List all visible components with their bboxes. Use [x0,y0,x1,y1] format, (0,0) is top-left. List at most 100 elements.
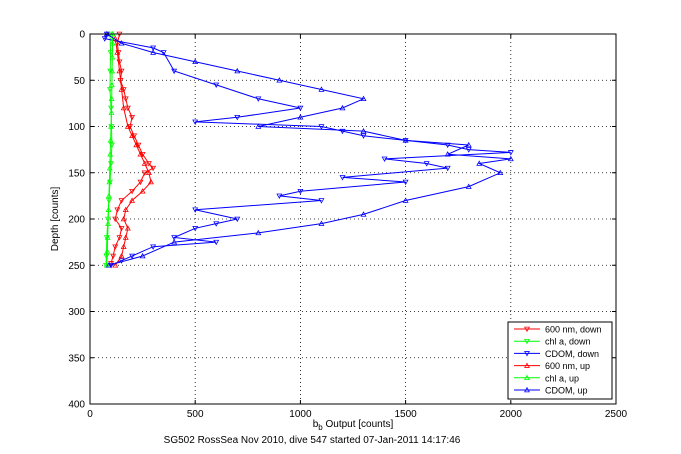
data-point [171,235,178,241]
x-tick-label: 2000 [500,409,523,420]
y-tick-label: 300 [68,307,85,318]
data-point [129,253,136,260]
data-point [122,206,129,212]
data-point [114,49,121,55]
data-point [105,262,112,268]
data-point [318,220,325,226]
data-point [124,225,131,231]
data-point [108,105,115,112]
series-line [106,33,511,266]
data-point [148,178,154,185]
data-point [145,169,152,175]
legend-label: CDOM, down [545,349,599,359]
y-tick-label: 100 [68,122,85,133]
data-point [118,86,125,92]
data-point [129,132,136,138]
series-line [103,33,511,266]
data-point [116,235,123,241]
legend-swatch-marker [524,374,530,381]
data-point [444,165,451,172]
series-line [114,38,152,266]
data-point [137,179,144,186]
data-point [318,124,325,130]
data-point [276,77,283,83]
data-point [106,178,113,185]
legend-box [507,321,613,400]
y-tick-label: 400 [68,400,85,411]
y-tick-label: 150 [68,168,85,179]
data-point [150,244,157,250]
legend-label: chl a, down [545,337,591,347]
plot-data [101,30,514,269]
x-tick-label: 0 [87,409,93,420]
x-tick-label: 1000 [289,409,312,420]
data-point [107,50,114,56]
data-point [276,193,283,199]
data-point [107,68,114,75]
data-point [139,252,146,259]
data-point [118,226,125,232]
data-point [497,169,504,175]
data-point [213,239,220,246]
data-point [444,151,451,157]
data-point [129,115,136,121]
y-axis-label: Depth [counts] [50,187,61,252]
data-point [360,133,367,139]
data-point [104,234,111,240]
legend-swatch-marker [524,338,530,345]
data-point [465,147,472,153]
data-point [107,137,114,143]
data-point [141,170,148,176]
y-tick-label: 350 [68,353,85,364]
data-point [255,229,262,236]
data-point [109,40,116,46]
data-point [114,207,121,213]
data-point [192,58,199,64]
data-point [234,67,241,74]
data-point [120,215,127,222]
data-point [150,45,157,51]
data-point [108,81,115,88]
data-point [171,239,178,245]
legend-swatch-marker [524,326,530,333]
data-point [297,189,304,195]
data-point [465,183,472,189]
data-point [297,105,304,112]
data-point [476,160,483,166]
data-point [139,188,146,194]
data-point [112,262,119,268]
x-axis-label-rest: Output [counts] [323,419,394,430]
x-axis-label-subscript: b [318,423,323,432]
series-4 [103,30,116,268]
data-point [108,123,115,129]
figure-caption: SG502 RossSea Nov 2010, dive 547 started… [164,435,461,446]
data-point [318,86,325,92]
legend-label: CDOM, up [545,386,588,396]
data-point [318,198,325,204]
data-point [150,165,157,172]
x-tick-label: 2500 [605,409,628,420]
data-point [105,192,112,199]
x-axis-label-main: b [313,419,319,430]
data-point [124,105,131,112]
data-point [107,87,113,93]
data-point [213,82,220,88]
data-point [213,221,220,227]
y-tick-label: 0 [79,30,85,41]
data-point [150,49,157,55]
data-point [101,36,108,42]
data-point [112,244,119,250]
data-point [402,179,409,186]
data-point [116,67,123,74]
data-point [122,96,129,102]
data-point [339,104,346,111]
data-point [109,67,116,74]
data-point [118,258,125,264]
x-tick-label: 1500 [394,409,417,420]
data-point [171,68,178,75]
legend-label: 600 nm, down [545,325,602,335]
data-point [423,161,430,167]
data-point [108,95,115,101]
y-tick-label: 250 [68,261,85,272]
